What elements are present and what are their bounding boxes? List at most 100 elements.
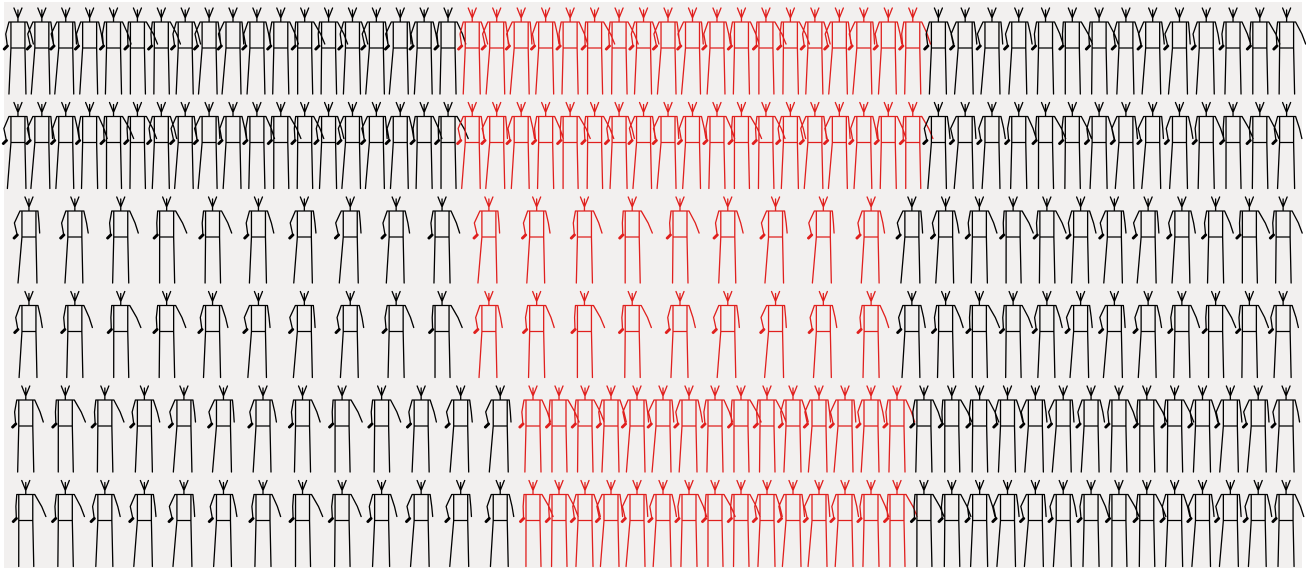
stick-figure-hand xyxy=(1273,519,1276,522)
stick-figure-hand xyxy=(1001,235,1004,238)
stick-figure-hand xyxy=(13,519,16,522)
stick-figure-hand xyxy=(932,235,935,238)
stick-figure-hand xyxy=(315,141,318,144)
stick-figure-hand xyxy=(620,235,623,238)
stick-figure-hand xyxy=(1100,330,1103,333)
stick-figure-hand xyxy=(966,519,969,522)
stick-figure-hand xyxy=(1244,519,1247,522)
stick-figure-hand xyxy=(108,330,111,333)
stick-figure-hand xyxy=(195,46,198,49)
stick-figure-hand xyxy=(761,235,764,238)
stick-figure-hand xyxy=(925,46,928,49)
stick-figure-hand xyxy=(653,141,656,144)
stick-figure-hand xyxy=(620,330,623,333)
stick-figure-hand xyxy=(606,46,609,49)
stick-figure-hand xyxy=(1162,424,1165,427)
stick-figure-hand xyxy=(4,46,7,49)
stick-figure-hand xyxy=(1133,235,1136,238)
stick-figure-hand xyxy=(1060,141,1063,144)
stick-figure-hand xyxy=(753,46,756,49)
stick-figure-hand xyxy=(506,46,509,49)
stick-figure-hand xyxy=(939,519,942,522)
stick-figure-hand xyxy=(523,235,526,238)
stick-figure-hand xyxy=(92,424,95,427)
stick-figure-hand xyxy=(520,424,523,427)
stick-figure-hand xyxy=(713,330,716,333)
stick-figure-hand xyxy=(407,519,410,522)
stick-figure-hand xyxy=(911,424,914,427)
stick-figure-hand xyxy=(622,519,625,522)
stick-figure-hand xyxy=(219,141,222,144)
stick-figure-hand xyxy=(154,235,157,238)
stick-figure-hand xyxy=(1247,141,1250,144)
stick-figure-hand xyxy=(1138,46,1141,49)
stick-figure-hand xyxy=(1111,141,1114,144)
stick-figure-hand xyxy=(507,141,510,144)
stick-figure-hand xyxy=(1066,330,1069,333)
stick-figure-hand xyxy=(290,330,293,333)
stick-figure-hand xyxy=(369,424,372,427)
stick-figure-hand xyxy=(779,424,782,427)
stick-figure-hand xyxy=(524,330,527,333)
stick-figure-hand xyxy=(605,141,608,144)
stick-figure-hand xyxy=(77,141,80,144)
stick-figure-hand xyxy=(1021,424,1024,427)
stick-figure-hand xyxy=(825,46,828,49)
stick-figure-hand xyxy=(316,46,319,49)
stick-figure-hand xyxy=(874,46,877,49)
stick-figure-hand xyxy=(27,141,30,144)
stick-figure-hand xyxy=(704,141,707,144)
stick-figure-hand xyxy=(622,424,625,427)
stick-figure-hand xyxy=(571,519,574,522)
stick-figure-hand xyxy=(728,46,731,49)
stick-figure-hand xyxy=(430,330,433,333)
stick-figure-hand xyxy=(3,141,6,144)
stick-figure-hand xyxy=(382,235,385,238)
stick-figure-hand xyxy=(474,235,477,238)
stick-figure-hand xyxy=(335,235,338,238)
stick-figure-hand xyxy=(1138,141,1141,144)
stick-figure-hand xyxy=(572,424,575,427)
stick-figure-hand xyxy=(648,424,651,427)
stick-figure-hand xyxy=(61,235,64,238)
stick-figure-hand xyxy=(459,46,462,49)
stick-figure-hand xyxy=(1169,330,1172,333)
stick-figure-hand xyxy=(778,519,781,522)
stick-figure-hand xyxy=(368,519,371,522)
stick-figure-hand xyxy=(1032,46,1035,49)
stick-figure-hand xyxy=(1085,141,1088,144)
stick-figure-hand xyxy=(809,235,812,238)
stick-figure-hand xyxy=(582,141,585,144)
stick-figure-hand xyxy=(1078,519,1081,522)
stick-figure-hand xyxy=(1189,424,1192,427)
stick-figure-hand xyxy=(108,235,111,238)
stick-figure-hand xyxy=(169,519,172,522)
stick-figure-hand xyxy=(1161,519,1164,522)
stick-figure-hand xyxy=(125,141,128,144)
stick-figure-hand xyxy=(714,235,717,238)
stick-figure-hand xyxy=(778,46,781,49)
stick-figure-hand xyxy=(446,519,449,522)
stick-figure-hand xyxy=(753,519,756,522)
stick-figure-hand xyxy=(849,46,852,49)
stick-figure-hand xyxy=(1188,519,1191,522)
stick-figure-hand xyxy=(702,424,705,427)
stick-figure-hand xyxy=(13,424,16,427)
stick-figure-hand xyxy=(557,46,560,49)
stick-figure-hand xyxy=(884,424,887,427)
stick-figure-hand xyxy=(596,519,599,522)
stick-figure-hand xyxy=(667,235,670,238)
stick-figure-hand xyxy=(435,46,438,49)
stick-figure-hand xyxy=(1203,235,1206,238)
stick-figure-hand xyxy=(676,519,679,522)
stick-figure-hand xyxy=(148,141,151,144)
stick-figure-hand xyxy=(858,330,861,333)
stick-figure-hand xyxy=(1192,46,1195,49)
stick-figure-hand xyxy=(268,141,271,144)
stick-figure-hand xyxy=(194,141,197,144)
stick-figure-hand xyxy=(729,424,732,427)
stick-figure-hand xyxy=(804,519,807,522)
stick-figure-hand xyxy=(100,46,103,49)
stick-figure-hand xyxy=(728,519,731,522)
stick-figure-hand xyxy=(1193,141,1196,144)
